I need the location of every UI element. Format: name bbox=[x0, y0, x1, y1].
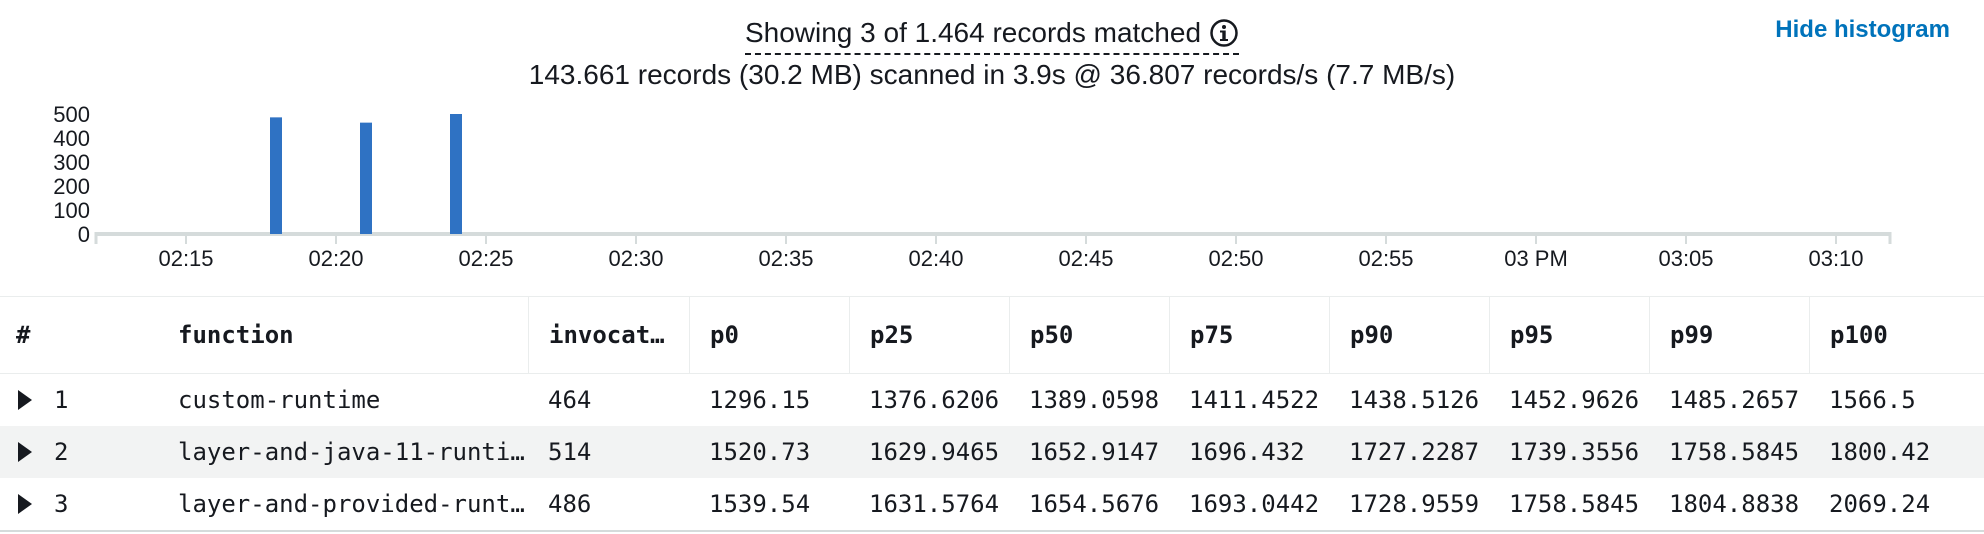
p95-cell: 1739.3556 bbox=[1509, 438, 1640, 466]
column-header-number[interactable]: # bbox=[16, 321, 31, 349]
column-header-invocations[interactable]: invocat… bbox=[528, 297, 689, 373]
p90-cell: 1728.9559 bbox=[1349, 490, 1480, 518]
column-header-p0[interactable]: p0 bbox=[689, 297, 849, 373]
p75-cell: 1693.0442 bbox=[1189, 490, 1320, 518]
row-number: 1 bbox=[54, 386, 69, 414]
x-tick-label: 02:15 bbox=[158, 246, 213, 271]
y-tick-label: 400 bbox=[53, 126, 90, 151]
p25-cell: 1629.9465 bbox=[869, 438, 1000, 466]
y-tick-label: 100 bbox=[53, 198, 90, 223]
p50-cell: 1652.9147 bbox=[1029, 438, 1160, 466]
histogram-bar[interactable] bbox=[450, 114, 462, 234]
info-icon[interactable] bbox=[1209, 18, 1239, 48]
x-tick-label: 02:55 bbox=[1358, 246, 1413, 271]
records-matched-summary: Showing 3 of 1.464 records matched bbox=[0, 14, 1984, 55]
p50-cell: 1654.5676 bbox=[1029, 490, 1160, 518]
column-header-p75[interactable]: p75 bbox=[1169, 297, 1329, 373]
x-tick-label: 02:20 bbox=[308, 246, 363, 271]
p99-cell: 1485.2657 bbox=[1669, 386, 1800, 414]
x-tick-label: 02:30 bbox=[608, 246, 663, 271]
column-header-p25[interactable]: p25 bbox=[849, 297, 1009, 373]
expand-row-icon[interactable] bbox=[18, 442, 32, 462]
invocations-cell: 486 bbox=[548, 490, 592, 518]
p99-cell: 1804.8838 bbox=[1669, 490, 1800, 518]
p100-cell: 2069.24 bbox=[1829, 490, 1931, 518]
column-header-p50[interactable]: p50 bbox=[1009, 297, 1169, 373]
row-number: 2 bbox=[54, 438, 69, 466]
y-tick-label: 300 bbox=[53, 150, 90, 175]
function-cell: layer-and-java-11-runti… bbox=[178, 438, 525, 466]
x-tick-label: 02:25 bbox=[458, 246, 513, 271]
x-tick-label: 02:45 bbox=[1058, 246, 1113, 271]
x-tick-label: 03:05 bbox=[1658, 246, 1713, 271]
histogram-bar[interactable] bbox=[360, 122, 372, 234]
invocations-cell: 514 bbox=[548, 438, 592, 466]
p0-cell: 1539.54 bbox=[709, 490, 811, 518]
hide-histogram-link[interactable]: Hide histogram bbox=[1775, 16, 1950, 43]
row-number: 3 bbox=[54, 490, 69, 518]
column-header-p95[interactable]: p95 bbox=[1489, 297, 1649, 373]
records-matched-tooltip-trigger[interactable]: Showing 3 of 1.464 records matched bbox=[744, 14, 1240, 55]
row-number-cell: 3 bbox=[0, 478, 158, 530]
table-row: 3 layer-and-provided-runt… 486 1539.54 1… bbox=[0, 478, 1984, 530]
x-tick-label: 03 PM bbox=[1504, 246, 1568, 271]
x-tick-label: 02:50 bbox=[1208, 246, 1263, 271]
p99-cell: 1758.5845 bbox=[1669, 438, 1800, 466]
column-header-p90[interactable]: p90 bbox=[1329, 297, 1489, 373]
row-number-cell: 1 bbox=[0, 374, 158, 426]
histogram-bar[interactable] bbox=[270, 117, 282, 234]
invocations-cell: 464 bbox=[548, 386, 592, 414]
p75-cell: 1411.4522 bbox=[1189, 386, 1320, 414]
p0-cell: 1520.73 bbox=[709, 438, 811, 466]
histogram-bars bbox=[270, 114, 462, 234]
records-scanned-text: 143.661 records (30.2 MB) scanned in 3.9… bbox=[528, 59, 1456, 90]
p95-cell: 1758.5845 bbox=[1509, 490, 1640, 518]
y-tick-label: 0 bbox=[78, 222, 90, 247]
p0-cell: 1296.15 bbox=[709, 386, 811, 414]
row-number-cell: 2 bbox=[0, 426, 158, 478]
table-row: 2 layer-and-java-11-runti… 514 1520.73 1… bbox=[0, 426, 1984, 478]
p90-cell: 1438.5126 bbox=[1349, 386, 1480, 414]
x-tick-label: 02:40 bbox=[908, 246, 963, 271]
column-header-p99[interactable]: p99 bbox=[1649, 297, 1809, 373]
x-tick-label: 03:10 bbox=[1808, 246, 1863, 271]
y-tick-label: 500 bbox=[53, 102, 90, 127]
column-header-function[interactable]: function bbox=[178, 321, 294, 349]
table-row: 1 custom-runtime 464 1296.15 1376.6206 1… bbox=[0, 374, 1984, 426]
p90-cell: 1727.2287 bbox=[1349, 438, 1480, 466]
records-matched-text: Showing 3 of 1.464 records matched bbox=[744, 17, 1202, 48]
p100-cell: 1566.5 bbox=[1829, 386, 1916, 414]
table-header-row: # function invocat… p0 p25 p50 p75 p90 p… bbox=[0, 297, 1984, 374]
function-cell: custom-runtime bbox=[178, 386, 381, 414]
y-tick-label: 200 bbox=[53, 174, 90, 199]
x-axis-ticks: 02:15 02:20 02:25 02:30 02:35 02:40 02:45 02:50… bbox=[94, 232, 1892, 271]
column-header-p100[interactable]: p100 bbox=[1809, 297, 1984, 373]
p95-cell: 1452.9626 bbox=[1509, 386, 1640, 414]
expand-row-icon[interactable] bbox=[18, 390, 32, 410]
function-cell: layer-and-provided-runt… bbox=[178, 490, 525, 518]
x-tick-label: 02:35 bbox=[758, 246, 813, 271]
expand-row-icon[interactable] bbox=[18, 494, 32, 514]
p100-cell: 1800.42 bbox=[1829, 438, 1931, 466]
p25-cell: 1631.5764 bbox=[869, 490, 1000, 518]
p50-cell: 1389.0598 bbox=[1029, 386, 1160, 414]
results-table: # function invocat… p0 p25 p50 p75 p90 p… bbox=[0, 296, 1984, 532]
p75-cell: 1696.432 bbox=[1189, 438, 1305, 466]
p25-cell: 1376.6206 bbox=[869, 386, 1000, 414]
